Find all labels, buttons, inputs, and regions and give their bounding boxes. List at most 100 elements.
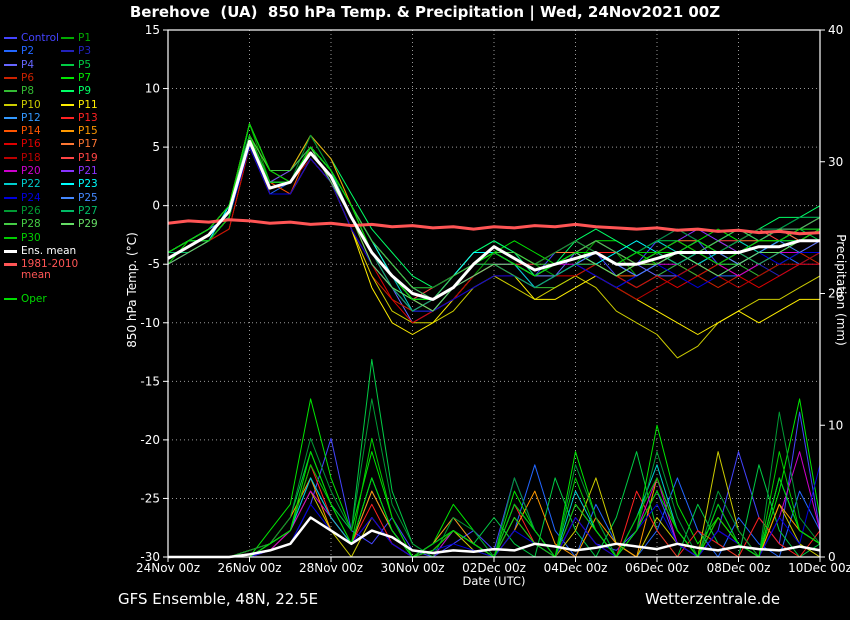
legend-label: P24 <box>21 191 41 204</box>
legend-label: P19 <box>78 151 98 164</box>
legend-item-p18: P18 <box>4 151 41 164</box>
series-precip-Ens. mean <box>168 516 821 559</box>
legend-color-dash <box>4 50 17 53</box>
left-axis-tick: 0 <box>152 199 160 213</box>
right-axis-tick: 10 <box>828 418 843 432</box>
legend: Control P2 P4 P6 P8 P10 P12 P14 P16 P18 P20 P22 P24 P… <box>4 33 166 323</box>
legend-item-p14: P14 <box>4 126 41 137</box>
legend-label: P15 <box>78 125 98 138</box>
legend-item-p26: P26 <box>4 204 41 217</box>
legend-label: P1 <box>78 32 92 44</box>
temp-series-group <box>167 123 821 359</box>
x-axis-tick: 26Nov 00z <box>217 561 281 575</box>
series-temp-P24 <box>167 146 820 312</box>
legend-item-p6: P6 <box>4 71 35 84</box>
left-axis-tick: 5 <box>152 140 160 154</box>
legend-label: P25 <box>78 191 98 204</box>
legend-color-dash <box>4 130 17 133</box>
legend-color-dash <box>61 223 74 226</box>
legend-color-dash <box>4 263 17 267</box>
legend-label: P26 <box>21 204 41 217</box>
left-axis-tick: 15 <box>145 23 160 37</box>
legend-label: P8 <box>21 85 35 98</box>
legend-item-p23: P23 <box>61 179 98 190</box>
legend-label: P13 <box>78 111 98 124</box>
legend-item-oper: Oper <box>4 294 47 305</box>
legend-item-p25: P25 <box>61 191 98 204</box>
right-axis-tick: 30 <box>828 155 843 169</box>
x-axis-tick: 02Dec 00z <box>462 561 526 575</box>
legend-item-p12: P12 <box>4 111 41 124</box>
legend-label: P29 <box>78 218 98 231</box>
legend-label: P12 <box>21 111 41 124</box>
left-axis-tick: -5 <box>148 257 160 271</box>
legend-color-dash <box>61 103 74 106</box>
legend-item-p20: P20 <box>4 166 41 177</box>
left-axis-tick: -15 <box>140 374 160 388</box>
x-axis-tick: 28Nov 00z <box>299 561 363 575</box>
series-temp-1981-2010 mean <box>167 218 821 236</box>
chart-title: Berehove (UA) 850 hPa Temp. & Precipitat… <box>129 3 721 21</box>
legend-color-dash <box>4 249 17 253</box>
x-axis-tick: 04Dec 00z <box>544 561 608 575</box>
grid <box>167 29 821 558</box>
legend-item-p10: P10 <box>4 98 41 111</box>
legend-label: P6 <box>21 71 35 84</box>
legend-color-dash <box>4 298 17 301</box>
legend-item-p27: P27 <box>61 204 98 217</box>
right-axis-tick: 20 <box>828 287 843 301</box>
legend-color-dash <box>61 63 74 66</box>
legend-color-dash <box>4 37 17 39</box>
legend-color-dash <box>4 156 17 159</box>
legend-item-1981-2010-mean: 1981-2010 mean <box>4 259 78 281</box>
legend-color-dash <box>61 116 74 119</box>
legend-color-dash <box>4 76 17 79</box>
legend-item-p17: P17 <box>61 139 98 150</box>
legend-item-p7: P7 <box>61 71 92 84</box>
legend-item-p1: P1 <box>61 33 91 44</box>
legend-color-dash <box>61 156 74 159</box>
legend-label: Control <box>21 32 59 44</box>
left-axis-tick: -20 <box>140 433 160 447</box>
legend-item-p3: P3 <box>61 46 91 57</box>
left-axis-tick: -10 <box>140 316 160 330</box>
series-precip-P30 <box>168 437 821 558</box>
legend-label: P10 <box>21 98 41 111</box>
legend-label: P3 <box>78 45 92 58</box>
legend-color-dash <box>4 63 17 66</box>
legend-label: P16 <box>21 138 41 151</box>
legend-item-p15: P15 <box>61 126 98 137</box>
x-axis-tick: 06Dec 00z <box>625 561 689 575</box>
axis-tick-labels: 15 10 5 0 -5 -10 -15 -20 -25 -30 40 30 20 10 0 24Nov 00… <box>136 23 850 575</box>
x-axis-tick: 08Dec 00z <box>707 561 771 575</box>
plot-frame <box>167 29 821 558</box>
x-axis-tick: 10Dec 00z <box>788 561 850 575</box>
footer-brand: Wetterzentrale.de <box>645 590 781 608</box>
legend-item-p2: P2 <box>4 46 34 57</box>
legend-color-dash <box>61 76 74 79</box>
legend-label: 1981-2010 mean <box>21 258 79 282</box>
left-axis-tick: 10 <box>145 82 160 96</box>
legend-item-p22: P22 <box>4 179 41 190</box>
legend-color-dash <box>61 209 74 212</box>
legend-label: P7 <box>78 71 92 84</box>
legend-color-dash <box>4 103 17 106</box>
legend-color-dash <box>4 183 17 186</box>
legend-item-p29: P29 <box>61 219 98 230</box>
legend-label: P23 <box>78 178 98 191</box>
legend-item-p11: P11 <box>61 99 98 111</box>
legend-item-p5: P5 <box>61 59 91 71</box>
right-axis-title: Precipitation (mm) <box>834 234 848 346</box>
legend-item-p19: P19 <box>61 151 98 164</box>
series-precip-P10 <box>168 451 821 558</box>
legend-color-dash <box>4 170 17 172</box>
legend-label: P18 <box>21 151 41 164</box>
legend-color-dash <box>61 90 74 93</box>
legend-label: P21 <box>78 165 98 177</box>
legend-color-dash <box>4 209 17 212</box>
legend-label: P27 <box>78 204 98 217</box>
legend-label: Ens. mean <box>21 244 77 257</box>
legend-color-dash <box>61 170 74 172</box>
legend-color-dash <box>61 37 74 39</box>
